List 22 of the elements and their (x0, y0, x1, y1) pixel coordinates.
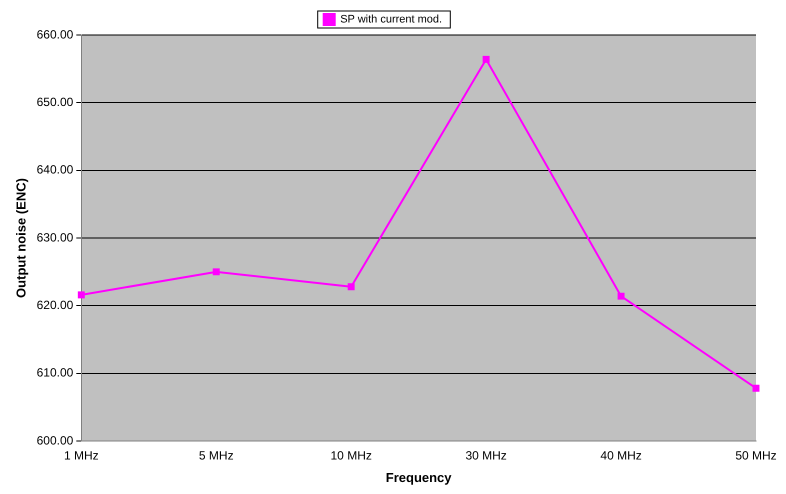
point (618, 292, 625, 300)
y-tick-label: 630.00 (36, 230, 74, 244)
y-tick-label: 620.00 (36, 298, 74, 312)
y-tick-label: 640.00 (36, 162, 74, 177)
legend-label: SP with current mod. (340, 14, 442, 26)
x-tick-label: 30 MHz (465, 448, 507, 463)
y-tick-label: 600.00 (36, 433, 74, 448)
x-axis-title: Frequency (386, 470, 452, 485)
point (482, 56, 490, 63)
point (212, 268, 220, 276)
x-tick-label: 5 MHz (198, 448, 234, 463)
point (78, 291, 85, 298)
point (348, 283, 355, 290)
x-tick-label: 40 MHz (600, 448, 642, 463)
y-tick-label: 650.00 (36, 94, 74, 109)
x-tick-label: 50 MHz (735, 448, 777, 463)
y-tick-label: 660.00 (36, 27, 74, 42)
x-tick-label: 1 MHz (64, 448, 99, 463)
y-axis-title: Output noise (ENC) (13, 178, 28, 298)
x-tick-label: 10 MHz (330, 448, 372, 463)
y-tick-label: 610.00 (36, 366, 74, 380)
point (752, 384, 760, 392)
